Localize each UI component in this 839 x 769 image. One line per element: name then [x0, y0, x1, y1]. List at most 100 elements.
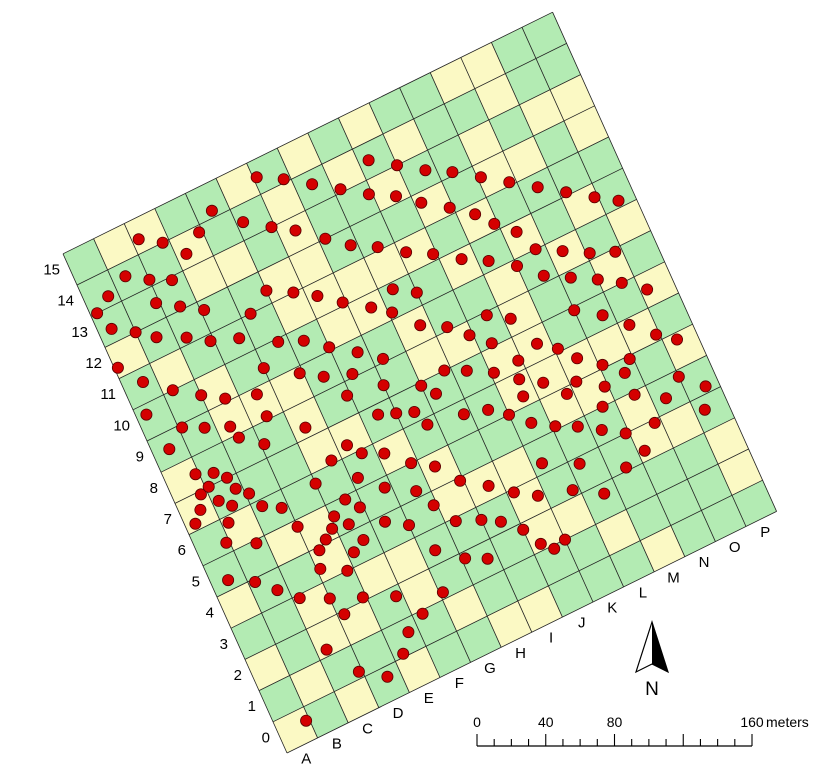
north-arrow-shade — [652, 622, 668, 672]
grid-cell — [548, 570, 593, 618]
sample-point — [386, 306, 399, 319]
grid-cell — [491, 27, 536, 74]
grid-cell — [530, 198, 576, 245]
sample-point — [612, 194, 625, 207]
column-label: C — [362, 720, 373, 737]
sample-point — [459, 552, 472, 565]
sample-point — [340, 439, 353, 452]
grid-cell — [447, 429, 493, 477]
grid-cell — [525, 353, 571, 400]
grid-line-row — [230, 386, 721, 629]
grid-cell — [185, 178, 230, 225]
sample-point — [194, 488, 207, 501]
sample-point — [415, 196, 428, 209]
sample-point — [517, 390, 530, 403]
grid-line-row — [202, 323, 693, 567]
sample-point — [583, 247, 596, 260]
sample-point — [232, 431, 245, 444]
grid-cell — [572, 292, 618, 339]
sample-point — [410, 485, 423, 498]
sample-point — [487, 366, 500, 379]
sample-point — [293, 592, 306, 605]
grid-cell — [550, 74, 595, 121]
column-label: J — [578, 615, 586, 632]
column-label: L — [639, 584, 647, 601]
grid-cell — [523, 430, 568, 478]
grid-cell — [517, 585, 563, 633]
column-label: I — [549, 630, 553, 647]
sample-point — [204, 335, 217, 348]
sample-point — [357, 534, 370, 547]
scale-bar: 0 40 80 160 meters — [473, 714, 809, 747]
sample-point — [571, 352, 584, 365]
sample-point — [136, 375, 149, 388]
column-label: N — [699, 554, 710, 571]
sample-point — [325, 454, 338, 467]
sample-points — [91, 154, 712, 727]
sample-point — [176, 421, 189, 434]
grid-cell — [609, 540, 655, 587]
sample-point — [277, 173, 290, 186]
sample-point — [243, 487, 256, 500]
sample-point — [362, 154, 375, 167]
sample-point — [429, 387, 442, 400]
grid-cell — [305, 195, 350, 242]
grid-cell — [306, 614, 351, 661]
sample-point — [180, 331, 193, 344]
grid-cell — [606, 199, 651, 246]
grid-cell — [631, 339, 676, 386]
sample-point — [174, 300, 187, 313]
row-label: 14 — [57, 293, 74, 310]
sample-point — [698, 403, 711, 416]
grid-cell — [564, 105, 609, 153]
sample-point — [194, 503, 207, 516]
grid-cell — [701, 495, 746, 542]
row-label: 15 — [43, 261, 60, 278]
grid-cell — [503, 554, 549, 601]
grid-cell — [394, 227, 439, 274]
grid-cell — [456, 616, 502, 663]
sample-point — [591, 273, 604, 286]
grid-cell — [403, 413, 448, 461]
sample-point — [202, 480, 215, 493]
grid-cell — [216, 163, 261, 210]
sample-point — [163, 443, 176, 456]
grid-cell — [411, 181, 456, 228]
sample-point — [297, 334, 310, 347]
sample-point — [150, 297, 163, 310]
column-label: O — [729, 539, 741, 556]
grid-cell — [427, 135, 473, 182]
sample-point — [446, 166, 459, 179]
grid-cell — [592, 168, 637, 215]
sample-point — [198, 303, 211, 316]
sample-point — [229, 482, 242, 495]
sample-point — [641, 283, 654, 296]
sample-point — [293, 367, 306, 380]
scale-bar-label: 40 — [538, 714, 554, 730]
sample-point — [319, 232, 332, 245]
column-label: P — [760, 524, 770, 541]
sample-point — [224, 420, 237, 433]
row-label: 1 — [248, 698, 256, 715]
sample-point — [220, 471, 233, 484]
grid-cell — [474, 73, 520, 120]
sample-point — [260, 284, 273, 297]
sample-point — [482, 254, 495, 267]
sample-point — [365, 301, 378, 314]
grid-cell — [77, 269, 122, 317]
sample-point — [615, 276, 628, 289]
grid-cell — [595, 509, 641, 556]
sample-point — [672, 370, 685, 383]
sample-point — [111, 361, 124, 374]
sample-point — [220, 536, 233, 549]
grid-cell — [233, 535, 279, 582]
sample-point — [306, 178, 319, 191]
scale-bar-unit: meters — [766, 714, 809, 730]
grid-cell — [442, 584, 488, 632]
sample-point — [436, 586, 449, 599]
sample-point — [566, 484, 579, 497]
grid-cell — [536, 43, 581, 90]
grid-cell — [444, 88, 489, 135]
sample-point — [463, 329, 476, 342]
grid-cell — [260, 179, 306, 226]
